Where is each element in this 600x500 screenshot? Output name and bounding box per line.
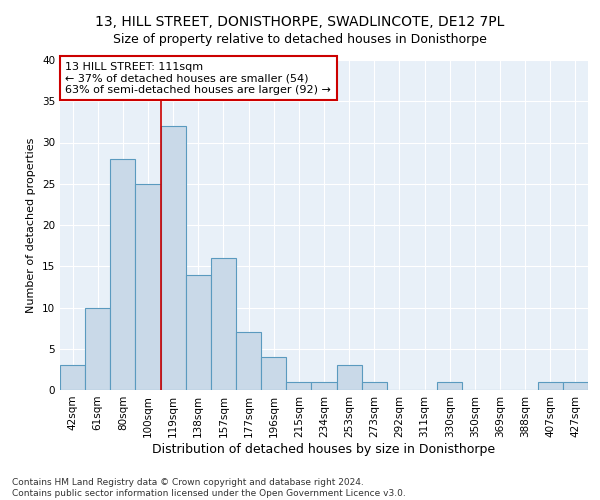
Bar	[261, 357, 286, 390]
Text: 13 HILL STREET: 111sqm
← 37% of detached houses are smaller (54)
63% of semi-det: 13 HILL STREET: 111sqm ← 37% of detached…	[65, 62, 331, 95]
Text: 13, HILL STREET, DONISTHORPE, SWADLINCOTE, DE12 7PL: 13, HILL STREET, DONISTHORPE, SWADLINCOT…	[95, 15, 505, 29]
Bar	[337, 365, 362, 390]
Y-axis label: Number of detached properties: Number of detached properties	[26, 138, 37, 312]
Bar	[236, 332, 261, 390]
Bar	[136, 184, 161, 390]
Bar	[362, 382, 387, 390]
Bar	[538, 382, 563, 390]
X-axis label: Distribution of detached houses by size in Donisthorpe: Distribution of detached houses by size …	[152, 442, 496, 456]
Bar	[211, 258, 236, 390]
Bar	[85, 308, 110, 390]
Bar	[437, 382, 462, 390]
Text: Size of property relative to detached houses in Donisthorpe: Size of property relative to detached ho…	[113, 32, 487, 46]
Bar	[110, 159, 136, 390]
Bar	[563, 382, 588, 390]
Bar	[60, 365, 85, 390]
Bar	[161, 126, 186, 390]
Bar	[186, 274, 211, 390]
Bar	[311, 382, 337, 390]
Text: Contains HM Land Registry data © Crown copyright and database right 2024.
Contai: Contains HM Land Registry data © Crown c…	[12, 478, 406, 498]
Bar	[286, 382, 311, 390]
